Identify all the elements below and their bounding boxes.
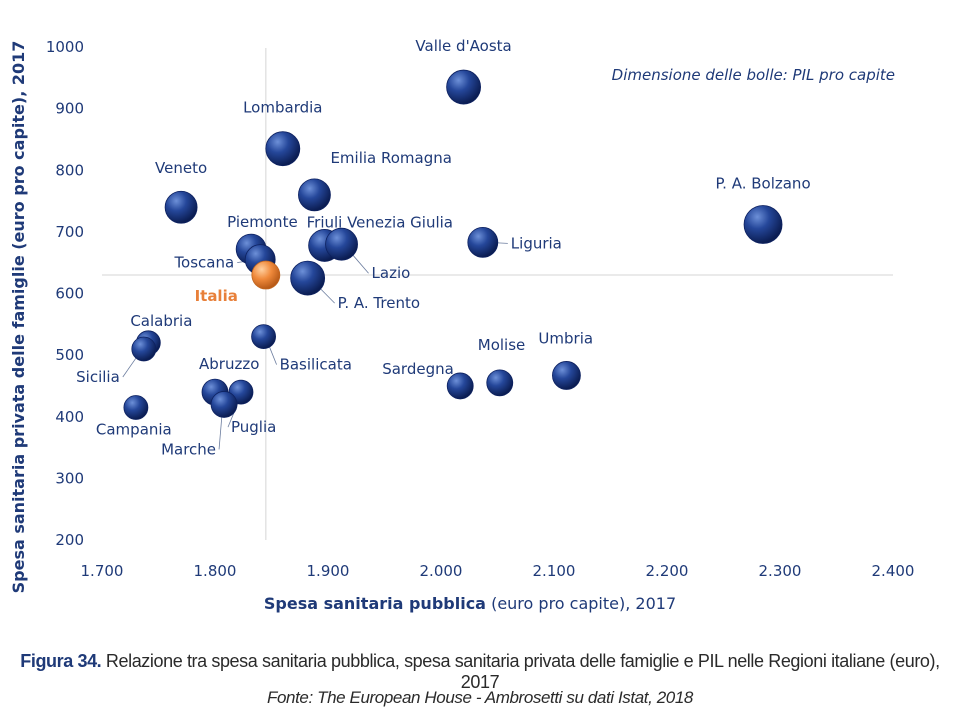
bubbles	[123, 69, 783, 420]
x-axis-ticks: 1.700 1.800 1.900 2.000 2.100 2.200 2.300 2.400	[81, 562, 915, 580]
point-labels: Valle d'Aosta Lombardia Veneto Emilia Romag…	[76, 37, 810, 458]
bubble-point	[164, 190, 198, 224]
point-label: Friuli Venezia Giulia	[307, 213, 453, 231]
x-axis-title: Spesa sanitaria pubblica (euro pro capit…	[264, 594, 676, 613]
y-tick-label: 500	[55, 346, 84, 364]
x-tick-label: 1.800	[194, 562, 237, 580]
bubble-point	[265, 131, 301, 167]
leader-line	[122, 357, 137, 378]
point-label: Lazio	[372, 264, 411, 282]
bubble-point	[552, 361, 581, 390]
bubble-point	[131, 336, 157, 362]
x-tick-label: 2.300	[759, 562, 802, 580]
x-tick-label: 1.700	[81, 562, 124, 580]
bubble-size-note: Dimensione delle bolle: PIL pro capite	[612, 66, 895, 84]
point-label: P. A. Trento	[338, 294, 420, 312]
x-tick-label: 1.900	[307, 562, 350, 580]
bubble-point	[251, 324, 276, 350]
bubble-point	[210, 391, 238, 418]
point-label: Emilia Romagna	[330, 149, 452, 167]
point-label: Campania	[96, 421, 172, 439]
point-label: Sicilia	[76, 368, 120, 386]
point-label: Veneto	[155, 159, 207, 177]
x-tick-label: 2.200	[646, 562, 689, 580]
leader-line	[320, 288, 335, 304]
figure-caption-text: Relazione tra spesa sanitaria pubblica, …	[105, 651, 940, 692]
y-tick-label: 800	[55, 161, 84, 179]
x-tick-label: 2.000	[420, 562, 463, 580]
point-label: Piemonte	[227, 213, 298, 231]
figure-source: Fonte: The European House - Ambrosetti s…	[267, 688, 693, 707]
y-tick-label: 300	[55, 469, 84, 487]
y-axis-title: Spesa sanitaria privata delle famiglie (…	[9, 41, 28, 594]
y-tick-label: 200	[55, 531, 84, 549]
point-label: Italia	[195, 287, 238, 305]
bubble-point	[743, 205, 783, 244]
point-label: Lombardia	[243, 99, 322, 117]
bubble-point	[325, 227, 358, 261]
y-tick-label: 900	[55, 100, 84, 118]
y-tick-label: 600	[55, 285, 84, 303]
bubble-point	[290, 260, 326, 296]
point-label: Umbria	[538, 329, 593, 347]
point-label: P. A. Bolzano	[715, 174, 810, 192]
reference-lines	[102, 48, 893, 540]
bubble-point	[486, 369, 514, 397]
x-axis-title-rest: (euro pro capite), 2017	[491, 594, 676, 613]
x-axis-title-bold: Spesa sanitaria pubblica	[264, 594, 486, 613]
point-label: Calabria	[130, 312, 192, 330]
y-axis-ticks: 200 300 400 500 600 700 800 900 1000	[46, 38, 84, 549]
x-tick-label: 2.100	[533, 562, 576, 580]
y-tick-label: 1000	[46, 38, 84, 56]
bubble-point	[446, 69, 482, 105]
point-label: Sardegna	[382, 360, 454, 378]
point-label: Abruzzo	[199, 355, 259, 373]
point-label: Liguria	[511, 234, 562, 252]
y-tick-label: 400	[55, 408, 84, 426]
bubble-point	[123, 395, 149, 420]
point-label: Puglia	[231, 418, 276, 436]
leader-line	[269, 346, 277, 365]
point-label: Basilicata	[280, 356, 352, 374]
label-leader-lines	[122, 242, 508, 450]
point-label: Valle d'Aosta	[415, 37, 511, 55]
x-tick-label: 2.400	[872, 562, 915, 580]
point-label: Molise	[478, 336, 526, 354]
point-label: Marche	[161, 440, 216, 458]
point-label: Toscana	[173, 254, 234, 272]
leader-line	[218, 417, 223, 450]
bubble-point	[298, 178, 331, 212]
figure-caption: Figura 34. Relazione tra spesa sanitaria…	[0, 651, 960, 693]
bubble-point	[251, 260, 281, 290]
bubble-point	[446, 372, 474, 400]
y-tick-label: 700	[55, 223, 84, 241]
figure-number: Figura 34.	[20, 651, 102, 671]
bubble-point	[467, 226, 499, 258]
leader-line	[352, 255, 369, 274]
